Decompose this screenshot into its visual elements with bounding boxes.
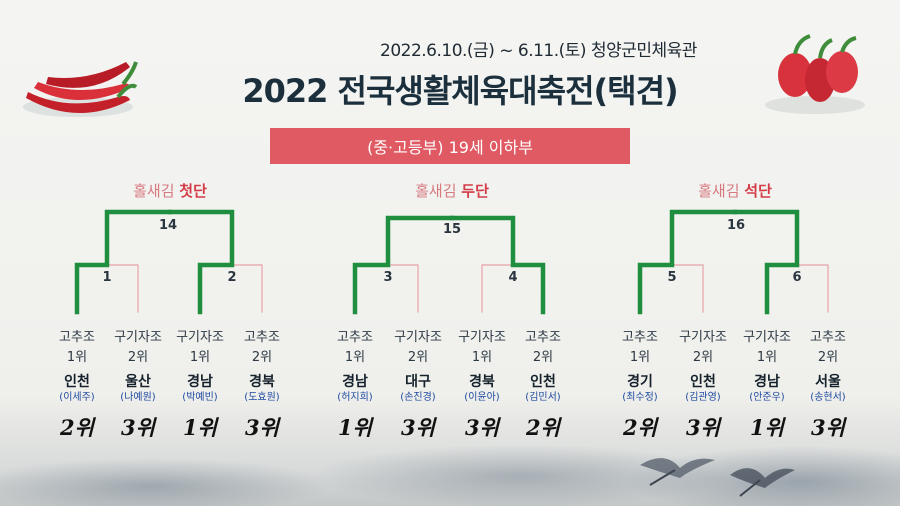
player-team: 구기자조 [394, 330, 442, 345]
bracket-group-2 [352, 215, 546, 315]
match-number-final-2: 15 [442, 222, 462, 237]
player-region: 경북 [469, 374, 495, 390]
player-team: 구기자조 [458, 330, 506, 345]
group-label-3: 홀새김 석단 [698, 182, 772, 200]
player-name: (최수정) [622, 392, 658, 403]
player-name: (도효원) [244, 392, 280, 403]
player-team: 고추조 [525, 330, 561, 345]
player-card: 구기자조 1위 경북 (이윤아) 3위 [452, 330, 512, 442]
player-region: 인천 [530, 374, 556, 390]
player-name: (안준우) [749, 392, 785, 403]
player-card: 고추조 1위 경남 (허지희) 1위 [325, 330, 385, 442]
player-result: 3위 [465, 415, 499, 440]
match-number-final-1: 14 [158, 218, 178, 233]
bracket-group-3 [637, 209, 829, 315]
player-region: 경기 [627, 374, 653, 390]
player-card: 고추조 2위 인천 (김민서) 2위 [513, 330, 573, 442]
player-card: 고추조 1위 경기 (최수정) 2위 [610, 330, 670, 442]
player-team: 고추조 [244, 330, 280, 345]
red-pepper-bunch-illustration [765, 34, 865, 114]
player-result: 3위 [401, 415, 435, 440]
player-result: 2위 [623, 415, 657, 440]
player-team: 고추조 [59, 330, 95, 345]
page-title: 2022 전국생활체육대축전(택견) [242, 72, 678, 110]
player-result: 2위 [60, 415, 94, 440]
player-name: (박예빈) [182, 392, 218, 403]
player-region: 인천 [64, 374, 90, 390]
player-team: 구기자조 [743, 330, 791, 345]
match-number-semi: 4 [508, 270, 518, 285]
player-card: 구기자조 2위 울산 (나예원) 3위 [108, 330, 168, 442]
player-name: (이윤아) [464, 392, 500, 403]
division-banner: (중·고등부) 19세 이하부 [270, 128, 630, 164]
player-result: 3위 [811, 415, 845, 440]
player-team: 구기자조 [679, 330, 727, 345]
player-seed-rank: 2위 [692, 350, 714, 365]
player-seed-rank: 2위 [817, 350, 839, 365]
player-result: 1위 [338, 415, 372, 440]
player-region: 울산 [125, 374, 151, 390]
match-number-semi: 3 [383, 270, 393, 285]
player-region: 경남 [342, 374, 368, 390]
player-seed-rank: 1위 [189, 350, 211, 365]
player-team: 고추조 [622, 330, 658, 345]
player-name: (김관영) [685, 392, 721, 403]
player-seed-rank: 2위 [251, 350, 273, 365]
player-card: 구기자조 1위 경남 (박예빈) 1위 [170, 330, 230, 442]
player-seed-rank: 1위 [471, 350, 493, 365]
player-name: (김민서) [525, 392, 561, 403]
player-card: 고추조 1위 인천 (이세주) 2위 [47, 330, 107, 442]
player-name: (허지희) [337, 392, 373, 403]
flying-cranes-illustration [640, 458, 795, 497]
player-seed-rank: 1위 [756, 350, 778, 365]
player-result: 2위 [526, 415, 560, 440]
match-number-semi: 6 [792, 270, 802, 285]
player-card: 구기자조 2위 인천 (김관영) 3위 [673, 330, 733, 442]
match-number-final-3: 16 [726, 218, 746, 233]
player-team: 고추조 [810, 330, 846, 345]
match-number-semi: 2 [227, 270, 237, 285]
player-region: 경남 [187, 374, 213, 390]
player-seed-rank: 1위 [344, 350, 366, 365]
player-name: (송현서) [810, 392, 846, 403]
player-team: 구기자조 [114, 330, 162, 345]
player-card: 고추조 2위 서울 (송현서) 3위 [798, 330, 858, 442]
player-card: 구기자조 2위 대구 (손진경) 3위 [388, 330, 448, 442]
player-region: 서울 [815, 374, 841, 390]
player-result: 3위 [245, 415, 279, 440]
player-team: 구기자조 [176, 330, 224, 345]
player-seed-rank: 2위 [532, 350, 554, 365]
player-seed-rank: 1위 [629, 350, 651, 365]
match-number-semi: 5 [667, 270, 677, 285]
bracket-group-1 [74, 209, 263, 315]
event-date-venue: 2022.6.10.(금) ~ 6.11.(토) 청양군민체육관 [380, 41, 697, 61]
player-name: (이세주) [59, 392, 95, 403]
player-team: 고추조 [337, 330, 373, 345]
player-seed-rank: 2위 [127, 350, 149, 365]
player-card: 고추조 2위 경북 (도효원) 3위 [232, 330, 292, 442]
group-label-2: 홀새김 두단 [415, 182, 489, 200]
player-name: (나예원) [120, 392, 156, 403]
player-name: (손진경) [400, 392, 436, 403]
player-region: 경남 [754, 374, 780, 390]
player-region: 경북 [249, 374, 275, 390]
player-result: 3위 [121, 415, 155, 440]
player-seed-rank: 2위 [407, 350, 429, 365]
player-card: 구기자조 1위 경남 (안준우) 1위 [737, 330, 797, 442]
player-result: 1위 [183, 415, 217, 440]
group-label-1: 홀새김 첫단 [133, 182, 207, 200]
match-number-semi: 1 [102, 270, 112, 285]
player-region: 인천 [690, 374, 716, 390]
player-result: 3위 [686, 415, 720, 440]
player-region: 대구 [405, 374, 431, 390]
player-seed-rank: 1위 [66, 350, 88, 365]
player-result: 1위 [750, 415, 784, 440]
red-pepper-illustration [23, 61, 138, 117]
